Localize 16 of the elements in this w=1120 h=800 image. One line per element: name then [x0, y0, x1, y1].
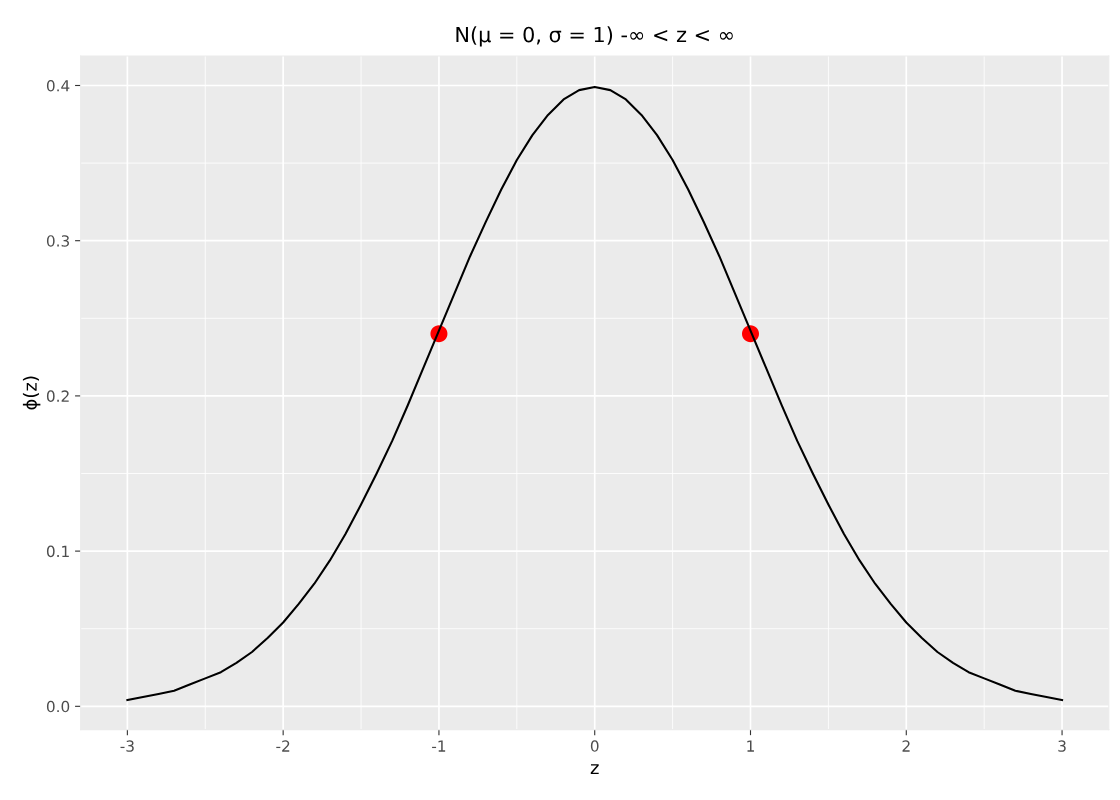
x-tick-label: -3	[120, 740, 134, 752]
x-axis-title: z	[590, 764, 599, 775]
x-tick-label: 0	[590, 740, 599, 752]
x-tick-label: 2	[902, 740, 910, 752]
y-axis-title: ϕ(z)	[22, 376, 41, 410]
x-tick-label: 3	[1058, 740, 1066, 752]
line-series	[126, 86, 1064, 702]
x-tick-label: 1	[747, 740, 754, 752]
chart-title: N(μ = 0, σ = 1) -∞ < z < ∞	[456, 26, 733, 47]
y-tick-label: 0.0	[46, 700, 70, 713]
x-tick-label: -2	[276, 740, 290, 752]
y-tick-label: 0.4	[46, 79, 70, 92]
y-tick-label: 0.3	[46, 235, 69, 247]
x-tick-label: -1	[432, 740, 446, 752]
y-tick-label: 0.2	[46, 390, 69, 402]
y-tick-label: 0.1	[46, 545, 69, 558]
